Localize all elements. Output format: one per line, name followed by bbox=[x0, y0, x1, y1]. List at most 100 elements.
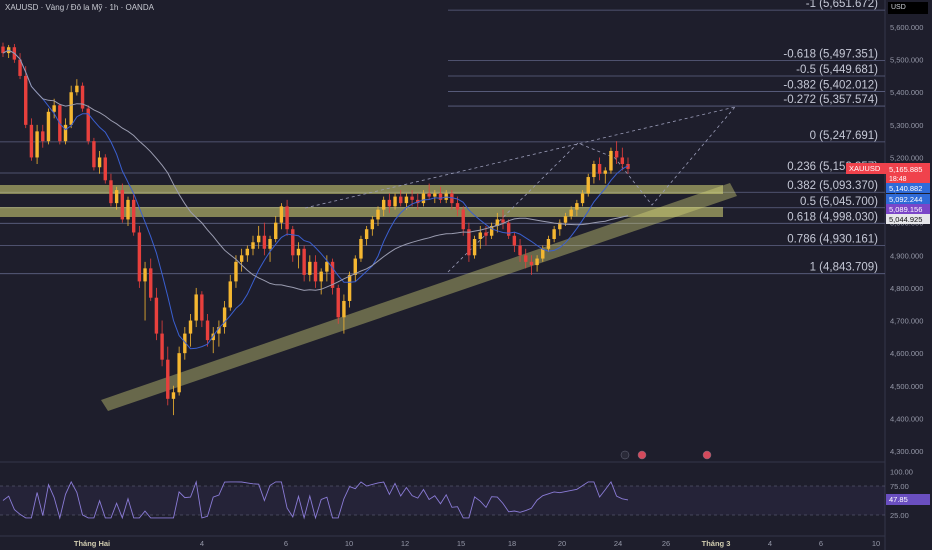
fib-level-label: -0.382 (5,402.012) bbox=[783, 80, 878, 92]
candle-body bbox=[274, 222, 278, 239]
title-separator: · bbox=[118, 3, 126, 12]
y-tick-label: 5,300.000 bbox=[890, 121, 923, 130]
candle-body bbox=[421, 193, 426, 204]
candle-body bbox=[569, 209, 573, 217]
candle-body bbox=[149, 268, 153, 298]
candle-body bbox=[609, 150, 613, 171]
y-tick-label: 5,500.000 bbox=[890, 56, 923, 65]
candle-body bbox=[86, 108, 90, 142]
candle-body bbox=[302, 248, 306, 275]
ma-price-label: 5,044.925 bbox=[889, 215, 922, 224]
y-tick-label: 4,300.000 bbox=[890, 447, 923, 456]
candle-body bbox=[24, 75, 28, 125]
candle-body bbox=[46, 111, 51, 142]
event-icon bbox=[637, 450, 647, 460]
candle-body bbox=[183, 333, 187, 354]
event-icon bbox=[702, 450, 712, 460]
x-tick-label: 12 bbox=[401, 539, 409, 548]
candle-body bbox=[535, 258, 539, 266]
projection-path bbox=[447, 106, 736, 273]
candle-body bbox=[29, 124, 34, 158]
candle-body bbox=[200, 294, 204, 321]
candle-body bbox=[211, 333, 215, 341]
currency-badge[interactable]: USD bbox=[888, 2, 928, 14]
candle-body bbox=[472, 239, 477, 256]
candle-body bbox=[308, 261, 312, 275]
candle-body bbox=[558, 222, 562, 230]
fib-level-label: 0.618 (4,998.030) bbox=[787, 211, 878, 223]
x-tick-label: 20 bbox=[558, 539, 566, 548]
x-tick-label: 15 bbox=[457, 539, 465, 548]
candle-body bbox=[626, 163, 630, 169]
symbol-name[interactable]: XAUUSD bbox=[5, 3, 39, 12]
candle-body bbox=[217, 327, 221, 334]
candle-body bbox=[342, 300, 346, 318]
candle-body bbox=[52, 105, 56, 112]
candle-body bbox=[563, 216, 568, 223]
rsi-value-label: 47.85 bbox=[889, 495, 908, 504]
candle-body bbox=[580, 193, 585, 204]
ma-price-label: 5,092.244 bbox=[889, 195, 922, 204]
candle-body bbox=[35, 131, 39, 158]
candle-body bbox=[586, 177, 590, 194]
candle-body bbox=[501, 219, 505, 223]
moving-average-slow bbox=[2, 49, 629, 291]
x-tick-label: 6 bbox=[284, 539, 288, 548]
fib-level-label: -0.272 (5,357.574) bbox=[783, 94, 878, 106]
y-tick-label: 4,500.000 bbox=[890, 382, 923, 391]
candle-body bbox=[222, 307, 227, 328]
candle-body bbox=[592, 163, 596, 178]
candle-body bbox=[143, 268, 147, 282]
candle-body bbox=[376, 209, 380, 220]
last-price-label: 5,165.885 bbox=[889, 165, 922, 174]
candle-body bbox=[126, 199, 130, 220]
candle-body bbox=[495, 219, 500, 226]
candle-body bbox=[541, 248, 545, 259]
candle-body bbox=[404, 196, 409, 204]
candle-body bbox=[109, 180, 113, 204]
candle-body bbox=[188, 320, 193, 334]
candle-body bbox=[137, 232, 142, 282]
candle-body bbox=[353, 258, 357, 275]
candle-body bbox=[546, 239, 551, 249]
ma-price-label: 5,140.882 bbox=[889, 184, 922, 193]
candle-body bbox=[518, 245, 522, 256]
candle-body bbox=[69, 92, 73, 125]
candle-body bbox=[92, 141, 96, 168]
candle-body bbox=[461, 209, 465, 230]
candle-body bbox=[239, 255, 244, 262]
x-tick-label: 6 bbox=[819, 539, 823, 548]
fib-level-label: -1 (5,651.672) bbox=[806, 0, 878, 10]
fib-level-label: 0 (5,247.691) bbox=[810, 130, 879, 142]
x-tick-label: 4 bbox=[200, 539, 204, 548]
candle-body bbox=[438, 193, 443, 200]
candle-body bbox=[296, 248, 301, 256]
fib-level-label: 0.786 (4,930.161) bbox=[787, 233, 878, 245]
candle-body bbox=[467, 229, 471, 256]
fib-level-label: 0.382 (5,093.370) bbox=[787, 180, 878, 192]
y-tick-label: 4,800.000 bbox=[890, 284, 923, 293]
candle-body bbox=[387, 199, 392, 207]
ma-price-label-bg bbox=[886, 204, 930, 214]
candle-body bbox=[194, 294, 198, 321]
candle-body bbox=[154, 297, 159, 334]
rsi-tick-label: 25.00 bbox=[890, 511, 909, 520]
candle-body bbox=[41, 131, 45, 142]
y-tick-label: 4,600.000 bbox=[890, 349, 923, 358]
timeframe-label[interactable]: 1h bbox=[109, 3, 119, 12]
candle-body bbox=[97, 157, 102, 168]
chart-title: XAUUSD · Vàng / Đô la Mỹ · 1h · OANDA bbox=[5, 3, 154, 12]
candle-body bbox=[427, 193, 431, 197]
candle-body bbox=[177, 353, 181, 393]
candle-body bbox=[575, 203, 579, 210]
candle-body bbox=[399, 196, 403, 204]
x-tick-label: 10 bbox=[345, 539, 353, 548]
y-tick-label: 5,200.000 bbox=[890, 153, 923, 162]
candle-body bbox=[524, 255, 528, 262]
y-tick-label: 5,400.000 bbox=[890, 88, 923, 97]
rsi-value-bg bbox=[886, 494, 930, 505]
x-tick-label: Tháng 3 bbox=[702, 539, 731, 548]
candle-body bbox=[620, 157, 625, 164]
trendline-zone bbox=[101, 183, 737, 411]
